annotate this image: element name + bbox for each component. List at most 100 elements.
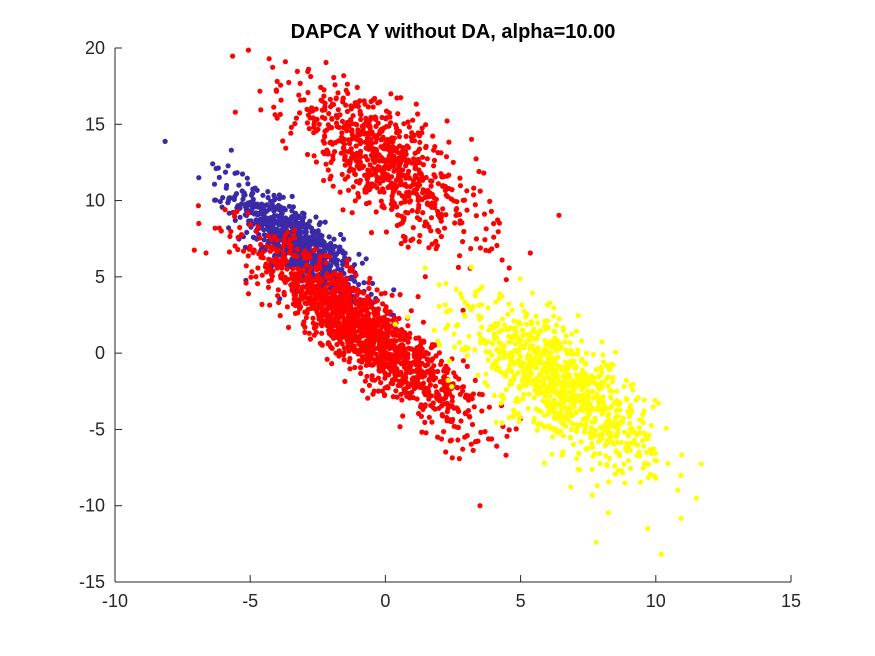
data-point (347, 338, 353, 344)
series-1 (191, 47, 562, 509)
data-point (440, 401, 446, 407)
data-point (398, 95, 404, 101)
data-point (327, 297, 334, 303)
data-point (483, 371, 489, 377)
data-point (416, 358, 422, 364)
data-point (375, 311, 381, 317)
data-point (494, 443, 500, 449)
data-point (438, 218, 444, 224)
data-point (645, 526, 651, 532)
data-point (443, 212, 449, 218)
data-point (383, 108, 390, 114)
data-point (556, 316, 562, 322)
data-point (369, 373, 375, 379)
data-point (652, 397, 658, 403)
data-point (386, 372, 392, 378)
data-point (310, 234, 316, 240)
data-point (365, 324, 371, 331)
data-point (222, 207, 228, 213)
data-point (215, 165, 221, 171)
data-point (349, 132, 356, 138)
data-point (317, 265, 323, 271)
data-point (339, 130, 345, 136)
data-point (249, 269, 255, 275)
data-point (494, 242, 500, 249)
data-point (506, 427, 512, 433)
data-point (350, 184, 356, 190)
data-point (663, 425, 669, 431)
data-point (422, 419, 428, 425)
data-point (405, 323, 411, 329)
data-point (352, 198, 358, 204)
data-point (607, 361, 613, 367)
data-point (300, 210, 306, 216)
data-point (564, 363, 570, 369)
data-point (245, 47, 251, 53)
data-point (520, 391, 527, 397)
data-point (592, 415, 598, 421)
data-point (390, 345, 396, 351)
data-point (485, 305, 491, 311)
data-point (632, 441, 638, 447)
data-point (545, 388, 551, 395)
data-point (399, 220, 405, 226)
data-point (308, 266, 314, 272)
data-point (365, 123, 371, 129)
data-point (622, 429, 628, 435)
data-point (408, 237, 414, 243)
data-point (251, 235, 258, 241)
data-point (297, 233, 303, 240)
data-point (265, 195, 271, 201)
data-point (431, 327, 437, 333)
data-point (379, 114, 385, 121)
data-point (373, 150, 380, 156)
data-point (399, 193, 405, 199)
data-point (414, 367, 420, 373)
data-point (616, 453, 623, 459)
data-point (645, 474, 652, 481)
data-point (232, 213, 238, 219)
data-point (370, 362, 376, 368)
data-point (405, 314, 411, 320)
data-point (621, 383, 627, 390)
data-point (313, 106, 319, 112)
data-point (679, 452, 685, 458)
data-point (547, 404, 554, 410)
data-point (455, 406, 461, 412)
data-point (517, 276, 523, 282)
data-point (323, 161, 329, 167)
data-point (357, 108, 363, 114)
data-point (532, 387, 538, 393)
data-point (546, 425, 553, 431)
data-point (329, 116, 335, 122)
data-point (455, 385, 461, 391)
data-point (587, 430, 593, 436)
data-point (599, 369, 605, 375)
data-point (348, 317, 354, 323)
data-point (541, 460, 548, 466)
data-point (339, 118, 346, 124)
data-point (479, 408, 485, 414)
data-point (489, 436, 495, 442)
data-point (373, 329, 379, 335)
data-point (350, 113, 356, 119)
data-point (523, 373, 529, 379)
data-point (363, 330, 369, 336)
data-point (245, 291, 252, 297)
data-point (574, 372, 581, 378)
data-point (324, 322, 330, 329)
data-point (310, 320, 316, 326)
data-point (541, 351, 547, 357)
data-point (396, 155, 402, 161)
data-point (328, 344, 334, 350)
data-point (266, 278, 272, 284)
data-point (274, 265, 280, 271)
data-point (605, 423, 611, 429)
data-point (494, 346, 500, 352)
data-point (545, 355, 551, 362)
data-point (319, 114, 325, 120)
data-point (603, 453, 609, 459)
data-point (501, 371, 507, 377)
data-point (352, 152, 358, 158)
data-point (303, 223, 309, 229)
